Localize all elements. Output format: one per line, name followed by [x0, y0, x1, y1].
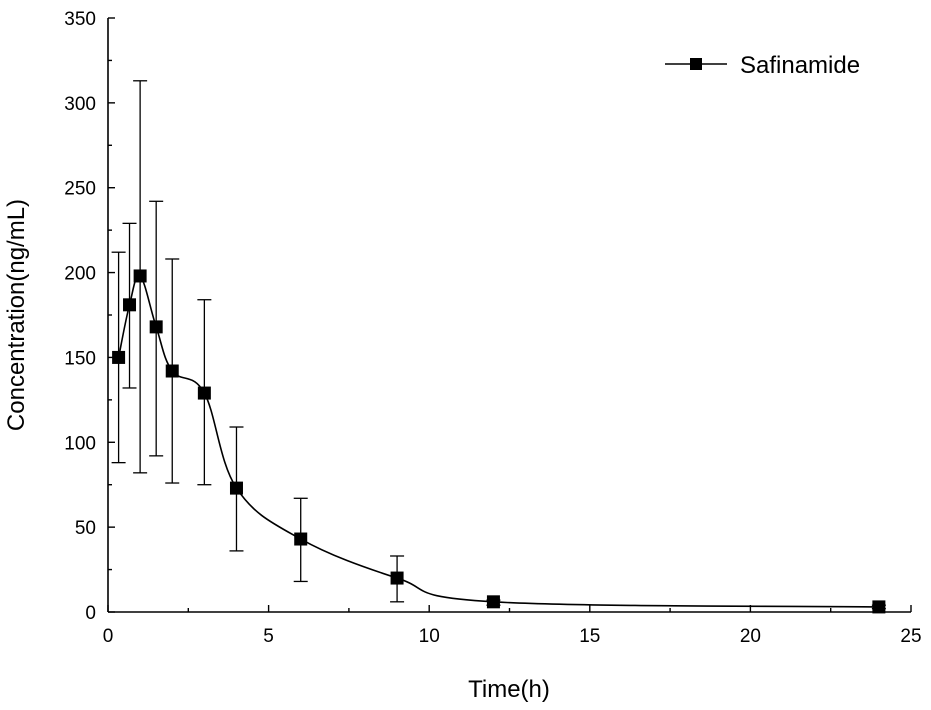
- y-axis-title: Concentration(ng/mL): [3, 199, 30, 431]
- x-tick-label: 25: [900, 626, 921, 647]
- series-markers: [112, 269, 886, 614]
- x-tick-label: 20: [740, 626, 761, 647]
- x-ticks: 0 5 10 15 20 25: [103, 605, 922, 647]
- y-tick-label: 300: [64, 94, 96, 115]
- y-ticks: 0 50 100 150 200 250 300 350: [64, 9, 115, 624]
- x-axis-title: Time(h): [468, 676, 550, 703]
- y-tick-label: 350: [64, 9, 96, 30]
- legend: Safinamide: [665, 52, 860, 79]
- x-tick-label: 15: [579, 626, 600, 647]
- data-point: [229, 481, 243, 495]
- y-tick-label: 250: [64, 179, 96, 200]
- data-point: [165, 364, 179, 378]
- data-point: [390, 571, 404, 585]
- x-tick-label: 0: [103, 626, 114, 647]
- data-point: [486, 595, 500, 609]
- data-point: [133, 269, 147, 283]
- legend-marker: [690, 58, 702, 70]
- y-tick-label: 150: [64, 348, 96, 369]
- data-point: [197, 386, 211, 400]
- y-tick-label: 200: [64, 264, 96, 285]
- y-tick-label: 100: [64, 433, 96, 454]
- x-tick-label: 5: [263, 626, 274, 647]
- data-point: [294, 532, 308, 546]
- legend-label-safinamide: Safinamide: [740, 52, 860, 79]
- y-tick-label: 50: [75, 518, 96, 539]
- series-line-safinamide: [117, 274, 879, 608]
- axes: [107, 18, 911, 613]
- data-point: [149, 320, 163, 334]
- data-point: [872, 600, 886, 614]
- error-bars: [111, 80, 886, 610]
- data-point: [123, 298, 137, 312]
- y-tick-label: 0: [85, 603, 96, 624]
- x-tick-label: 10: [419, 626, 440, 647]
- data-point: [112, 350, 126, 364]
